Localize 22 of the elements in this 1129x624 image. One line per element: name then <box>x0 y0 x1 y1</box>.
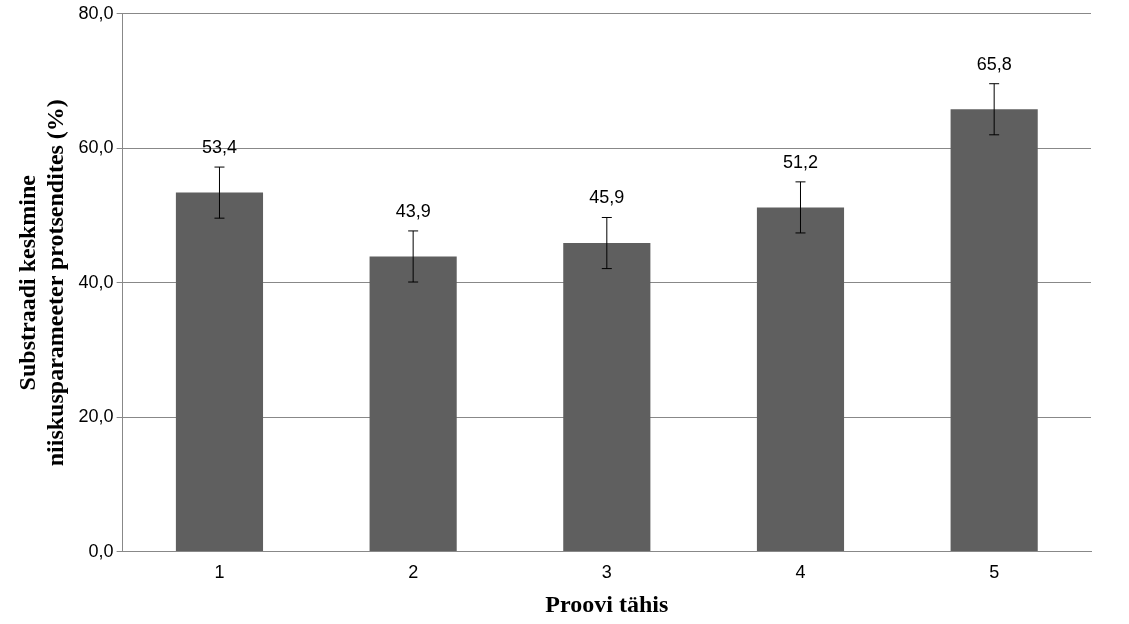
x-tick-label: 3 <box>601 562 612 583</box>
data-label: 65,8 <box>976 53 1012 74</box>
x-tick-label: 5 <box>989 562 1000 583</box>
bar <box>756 207 845 552</box>
data-label: 51,2 <box>782 151 819 172</box>
data-label: 53,4 <box>201 137 237 158</box>
x-tick-label: 4 <box>795 562 806 583</box>
y-axis-title: Substraadi keskmine niiskusparameeter protsendites (%) <box>13 99 69 467</box>
bar <box>563 243 651 552</box>
x-tick-label: 2 <box>408 562 419 583</box>
y-tick-label: 60,0 <box>78 137 114 158</box>
bar <box>369 256 457 552</box>
bar <box>950 109 1038 552</box>
x-tick-label: 1 <box>214 562 225 583</box>
y-tick-label: 20,0 <box>78 406 114 427</box>
y-tick-label: 80,0 <box>78 2 114 23</box>
data-label: 45,9 <box>589 187 625 208</box>
data-label: 43,9 <box>395 200 431 221</box>
y-tick-label: 40,0 <box>78 271 114 292</box>
y-tick-label: 0,0 <box>88 540 114 561</box>
x-axis-title: Proovi tähis <box>545 590 669 617</box>
bar <box>175 192 264 552</box>
